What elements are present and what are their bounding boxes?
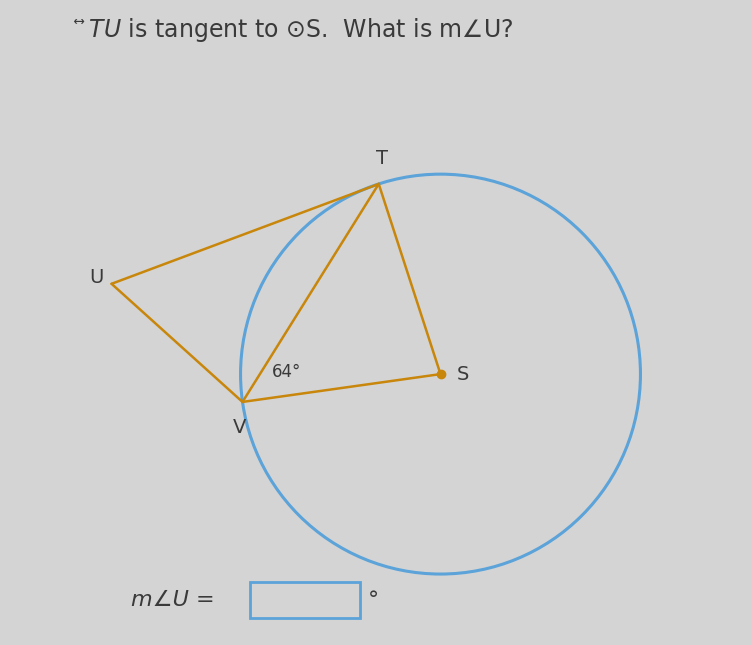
Text: °: ° (368, 590, 379, 610)
Text: T: T (376, 149, 388, 168)
Text: S: S (456, 364, 469, 384)
Text: $\overleftrightarrow{TU}$ is tangent to ⊙S.  What is m∠U?: $\overleftrightarrow{TU}$ is tangent to … (73, 16, 513, 44)
Text: m∠U =: m∠U = (131, 590, 222, 610)
Text: V: V (232, 418, 246, 437)
Text: 64°: 64° (271, 363, 301, 381)
Text: U: U (89, 268, 104, 287)
